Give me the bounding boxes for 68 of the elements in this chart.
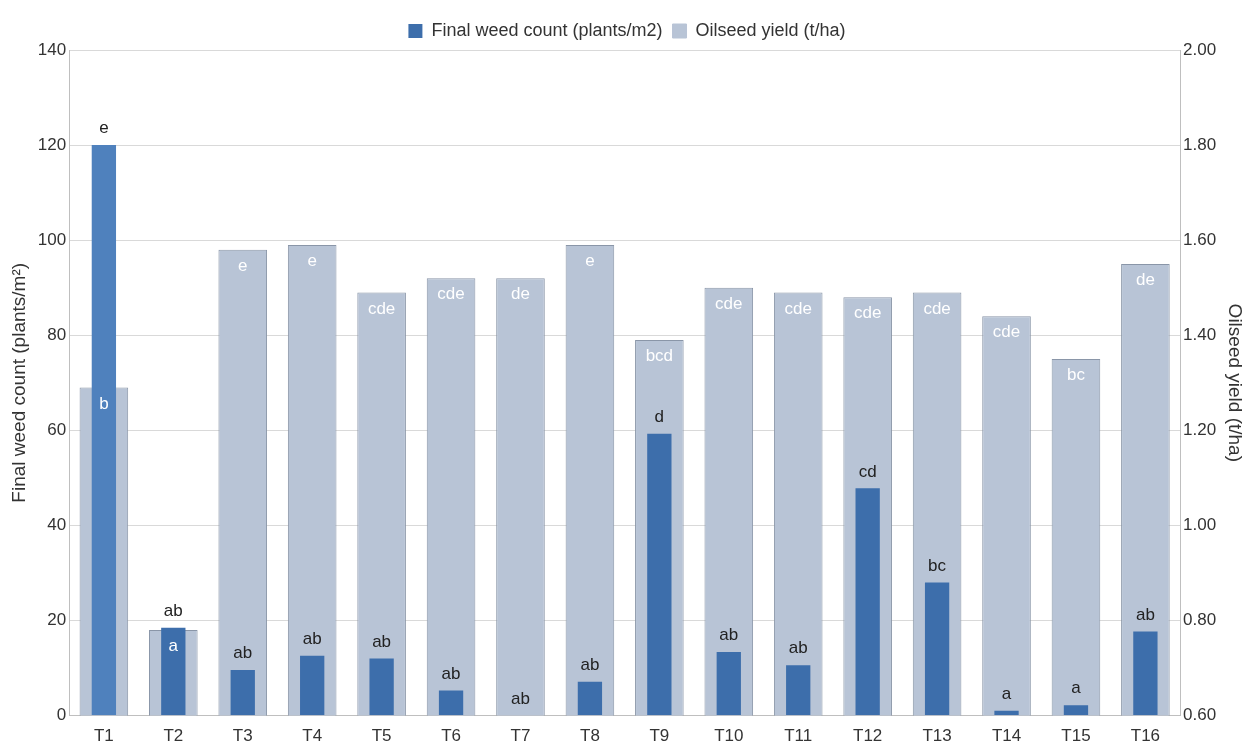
data-label: cde <box>784 298 812 318</box>
y-tick-label: 100 <box>37 229 67 249</box>
data-label: e <box>585 251 595 271</box>
data-label: d <box>654 406 665 426</box>
x-tick-label: T4 <box>302 726 323 746</box>
x-tick-label: T9 <box>649 726 670 746</box>
data-label: cde <box>715 293 743 313</box>
x-tick-label: T6 <box>441 726 461 746</box>
legend-label: Final weed count (plants/m2) <box>431 19 663 40</box>
data-label: ab <box>511 688 530 708</box>
y2-tick-label: 1.20 <box>1183 420 1217 440</box>
x-tick-label: T12 <box>853 726 883 746</box>
x-tick-label: T15 <box>1061 726 1091 746</box>
data-label: ab <box>1135 604 1155 624</box>
data-label: e <box>99 118 109 138</box>
x-tick-label: T11 <box>784 726 813 746</box>
y2-tick-label: 1.80 <box>1183 134 1217 154</box>
y2-tick-label: 1.40 <box>1183 324 1217 344</box>
y2-tick-label: 0.80 <box>1183 610 1217 630</box>
y-tick-label: 0 <box>56 705 67 725</box>
data-label: bc <box>928 555 947 575</box>
legend-label: Oilseed yield (t/ha) <box>695 19 846 40</box>
x-tick-label: T16 <box>1130 726 1161 746</box>
y2-tick-label: 0.60 <box>1183 705 1217 725</box>
data-label: b <box>99 393 109 413</box>
data-label: cde <box>992 322 1021 342</box>
y2-tick-label: 1.00 <box>1183 515 1217 535</box>
y-tick-label: 80 <box>47 324 67 344</box>
data-label: ab <box>302 628 322 648</box>
data-label: a <box>1071 678 1082 698</box>
data-label: cde <box>367 298 396 318</box>
data-label: e <box>307 251 317 271</box>
y-tick-label: 20 <box>47 610 67 630</box>
y-tick-label: 140 <box>37 39 67 59</box>
data-label: bc <box>1066 365 1086 385</box>
data-label: ab <box>441 663 461 683</box>
y-tick-label: 120 <box>37 134 67 154</box>
data-label: e <box>238 255 248 275</box>
x-tick-label: T10 <box>714 726 744 746</box>
data-label: bcd <box>645 346 674 366</box>
x-tick-label: T5 <box>371 726 392 746</box>
data-label: cde <box>437 284 465 304</box>
x-tick-label: T13 <box>922 726 952 746</box>
data-label: de <box>1135 270 1155 290</box>
data-label: ab <box>163 600 183 620</box>
x-tick-label: T2 <box>163 726 184 746</box>
y2-axis-title: Oilseed yield (t/ha) <box>1225 303 1247 462</box>
data-label: ab <box>719 625 739 645</box>
x-tick-label: T3 <box>232 726 253 746</box>
data-label: ab <box>233 643 253 663</box>
x-tick-label: T14 <box>991 726 1022 746</box>
data-label: cde <box>853 303 882 323</box>
y-tick-label: 60 <box>47 420 67 440</box>
data-label: a <box>1001 684 1012 704</box>
x-tick-label: T1 <box>93 726 114 746</box>
data-label: de <box>511 284 530 304</box>
data-label: ab <box>788 638 808 658</box>
x-tick-label: T7 <box>510 726 531 746</box>
x-tick-label: T8 <box>580 726 600 746</box>
y2-tick-label: 1.60 <box>1183 229 1217 249</box>
y-axis-title: Final weed count (plants/m²) <box>7 262 29 503</box>
y-tick-label: 40 <box>47 515 67 535</box>
data-label: cde <box>923 298 951 318</box>
data-label: ab <box>372 631 392 651</box>
data-label: ab <box>580 655 600 675</box>
y2-tick-label: 2.00 <box>1183 39 1217 59</box>
data-label: cd <box>858 461 877 481</box>
data-label: a <box>168 636 179 656</box>
